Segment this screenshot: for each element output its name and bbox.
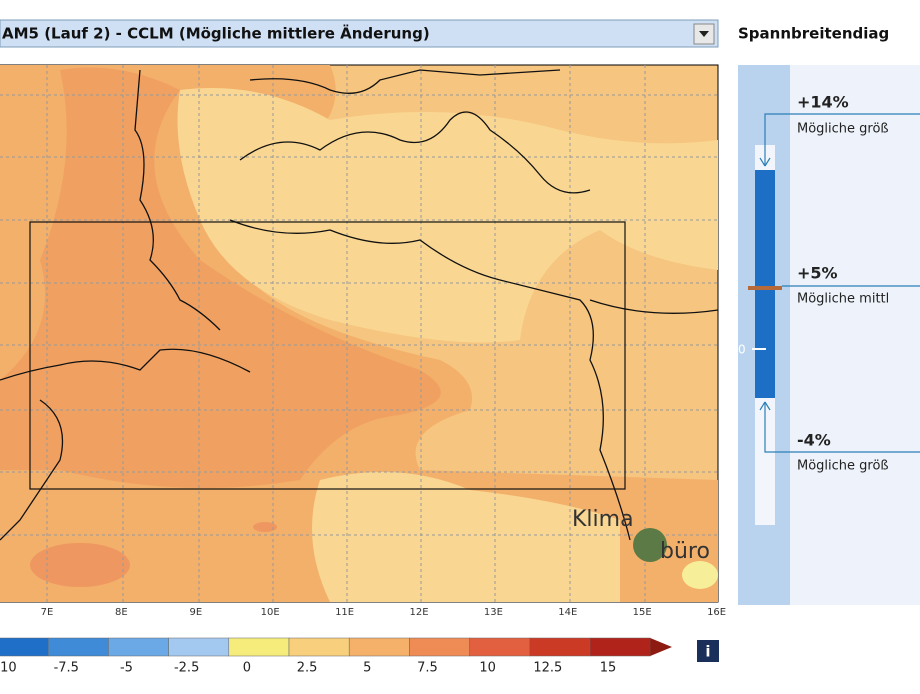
panel-title: Spannbreitendiag: [738, 25, 889, 43]
logo-text: Klima: [572, 507, 634, 532]
upper-value: +14%: [797, 93, 849, 112]
middle-value: +5%: [797, 264, 838, 283]
legend-arrow: [650, 638, 672, 656]
map-band: [0, 67, 441, 488]
map-band: [312, 472, 620, 602]
legend-label: -2.5: [174, 661, 199, 676]
legend-swatch: [228, 637, 290, 657]
legend-label: 2.5: [297, 661, 318, 676]
lon-label: 14E: [558, 607, 577, 618]
legend-swatch: [469, 637, 531, 657]
legend-label: 12.5: [533, 661, 562, 676]
legend-swatch: [288, 637, 350, 657]
color-legend: -10 -7.5 -5 -2.5 0 2.5 5 7.5 10 12.5 15: [0, 637, 672, 676]
range-panel: [790, 65, 920, 605]
info-button[interactable]: [697, 640, 719, 662]
lon-label: 11E: [335, 607, 354, 618]
legend-label: -10: [0, 661, 17, 676]
middle-label: Mögliche mittl: [797, 292, 889, 307]
legend-label: -5: [120, 661, 133, 676]
legend-swatch: [47, 637, 109, 657]
logo-globe: [633, 528, 667, 562]
lon-label: 16E: [707, 607, 726, 618]
map-blob: [253, 522, 277, 532]
map-band: [177, 88, 718, 343]
legend-label: 10: [479, 661, 496, 676]
map-blob: [30, 543, 130, 587]
info-icon[interactable]: i: [705, 643, 710, 661]
legend-swatch: [589, 637, 651, 657]
lon-label: 12E: [409, 607, 428, 618]
map: Klima büro: [0, 64, 719, 603]
range-bar: [755, 170, 775, 398]
legend-label: 7.5: [417, 661, 438, 676]
lon-label: 7E: [41, 607, 54, 618]
legend-label: -7.5: [54, 661, 79, 676]
logo-text: büro: [660, 539, 710, 564]
lower-label: Mögliche größ: [797, 459, 889, 474]
lon-labels: 7E 8E 9E 10E 11E 12E 13E 14E 15E 16E: [41, 607, 726, 618]
lon-label: 9E: [189, 607, 202, 618]
legend-label: 15: [600, 661, 617, 676]
lower-value: -4%: [797, 431, 831, 450]
legend-label: 5: [363, 661, 371, 676]
legend-swatch: [168, 637, 230, 657]
lon-label: 13E: [484, 607, 503, 618]
legend-swatch: [348, 637, 410, 657]
legend-label: 0: [243, 661, 251, 676]
lon-label: 10E: [261, 607, 280, 618]
lon-label: 15E: [633, 607, 652, 618]
dropdown-arrow: [699, 31, 709, 37]
zero-label: 0: [738, 343, 746, 357]
legend-swatch: [0, 637, 49, 657]
range-connectors: [759, 113, 920, 453]
dropdown-text[interactable]: AM5 (Lauf 2) - CCLM (Mögliche mittlere Ä…: [2, 24, 430, 43]
legend-swatch: [108, 637, 169, 657]
upper-label: Mögliche größ: [797, 122, 889, 137]
legend-swatch: [409, 637, 470, 657]
lon-label: 8E: [115, 607, 128, 618]
map-blob: [682, 561, 718, 589]
coastline: [0, 69, 719, 541]
dropdown[interactable]: [0, 19, 719, 48]
region-box: [29, 221, 626, 490]
legend-swatch: [529, 637, 591, 657]
